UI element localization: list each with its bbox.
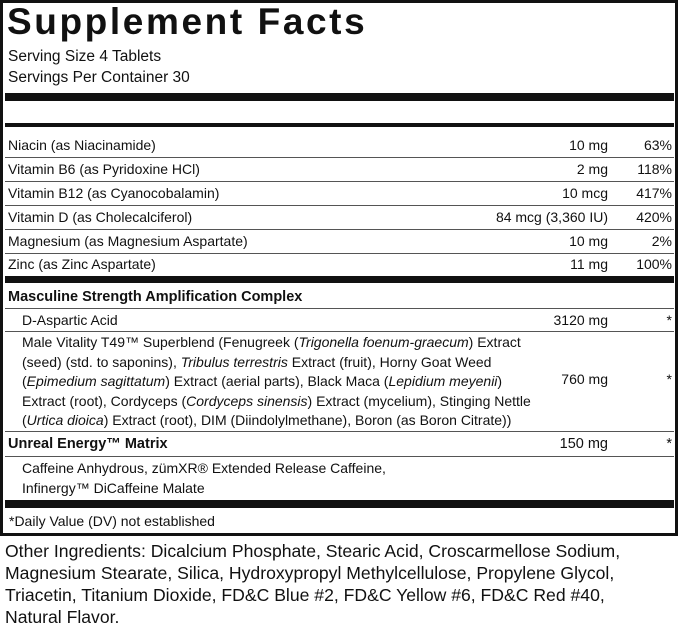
row-divider [5, 431, 674, 432]
footnote: *Daily Value (DV) not established [9, 513, 215, 529]
text-segment: ) Extract (aerial parts), Black Maca ( [165, 373, 389, 390]
other-ingredients: Other Ingredients: Dicalcium Phosphate, … [5, 541, 621, 627]
row-divider [5, 157, 674, 158]
nutrient-dv: 118% [637, 161, 672, 177]
nutrient-name: Vitamin D (as Cholecalciferol) [8, 209, 193, 225]
complex-header: Masculine Strength Amplification Complex [5, 286, 674, 308]
nutrient-amount: 10 mg [569, 137, 608, 153]
complex-name: Masculine Strength Amplification Complex [8, 289, 303, 305]
nutrient-name: Magnesium (as Magnesium Aspartate) [8, 233, 248, 249]
thick-divider [5, 500, 674, 508]
row-divider [5, 331, 674, 332]
text-segment: Extract (fruit), Horny Goat Weed [287, 353, 492, 370]
superblend-line: (seed) (std. to saponins), Tribulus terr… [22, 353, 531, 373]
matrix-row: Unreal Energy™ Matrix 150 mg * [5, 433, 674, 455]
thick-divider [5, 93, 674, 101]
botanical-name: Urtica dioica [26, 412, 104, 429]
supplement-facts-panel [0, 0, 678, 536]
text-segment: Extract (root), Cordyceps ( [22, 392, 187, 409]
row-divider [5, 253, 674, 254]
text-segment: ) Extract [468, 334, 521, 350]
matrix-line: Caffeine Anhydrous, zümXR® Extended Rele… [22, 460, 386, 476]
nutrient-dv: 100% [636, 256, 672, 272]
nutrient-amount: 2 mg [576, 161, 608, 177]
nutrient-row: D-Aspartic Acid 3120 mg * [5, 309, 674, 331]
row-divider [5, 205, 674, 206]
text-segment: (seed) (std. to saponins), [22, 353, 181, 370]
nutrient-amount: 10 mg [569, 233, 608, 249]
nutrient-amount: 3120 mg [553, 312, 608, 328]
text-segment: ( [22, 373, 27, 390]
nutrient-row: Niacin (as Niacinamide) 10 mg 63% [5, 134, 674, 156]
text-segment: ( [22, 412, 27, 429]
nutrient-dv: 417% [636, 185, 672, 201]
nutrient-dv: 420% [636, 209, 672, 225]
matrix-amount: 150 mg [559, 436, 608, 452]
nutrient-amount: 84 mcg (3,360 IU) [495, 209, 608, 225]
botanical-name: Epimedium sagittatum [26, 373, 166, 390]
nutrient-row: Vitamin D (as Cholecalciferol) 84 mcg (3,… [5, 206, 674, 228]
nutrient-dv: 2% [651, 233, 672, 249]
serving-size: Serving Size 4 Tablets [8, 48, 162, 65]
nutrient-row: Vitamin B6 (as Pyridoxine HCl) 2 mg 118% [5, 158, 674, 180]
row-divider [5, 308, 674, 309]
botanical-name: Tribulus terrestris [180, 353, 288, 370]
divider [5, 123, 674, 127]
nutrient-amount: 11 mg [570, 256, 608, 272]
row-divider [5, 229, 674, 230]
nutrient-amount: 10 mcg [562, 185, 608, 201]
botanical-name: Trigonella foenum-graecum [298, 334, 469, 350]
superblend-description: Male Vitality T49™ Superblend (Fenugreek… [22, 333, 531, 431]
nutrient-name: Zinc (as Zinc Aspartate) [8, 256, 156, 272]
nutrient-dv: 63% [643, 137, 672, 153]
botanical-name: Cordyceps sinensis [186, 392, 308, 409]
text-segment: ) [497, 373, 503, 390]
row-divider [5, 181, 674, 182]
text-segment: ) Extract (mycelium), Stinging Nettle [307, 392, 531, 409]
nutrient-row: Zinc (as Zinc Aspartate) 11 mg 100% [5, 253, 674, 275]
superblend-line: (Urtica dioica) Extract (root), DIM (Dii… [22, 411, 531, 431]
nutrient-row: Magnesium (as Magnesium Aspartate) 10 mg 2… [5, 230, 674, 252]
nutrient-row: Vitamin B12 (as Cyanocobalamin) 10 mcg 417… [5, 182, 674, 204]
superblend-line: Male Vitality T49™ Superblend (Fenugreek… [22, 333, 531, 353]
text-segment: ) Extract (root), DIM (Diindolylmethane)… [103, 412, 512, 429]
thick-divider [5, 276, 674, 283]
nutrient-dv: * [666, 312, 672, 328]
matrix-line: Infinergy™ DiCaffeine Malate [22, 480, 205, 496]
superblend-line: Extract (root), Cordyceps (Cordyceps sin… [22, 392, 531, 412]
matrix-ingredients: Caffeine Anhydrous, zümXR® Extended Rele… [22, 458, 386, 498]
superblend-dv: * [666, 371, 672, 387]
matrix-name: Unreal Energy™ Matrix [8, 436, 168, 452]
nutrient-name: Vitamin B6 (as Pyridoxine HCl) [8, 161, 200, 177]
servings-per-container: Servings Per Container 30 [8, 69, 190, 86]
superblend-amount: 760 mg [561, 371, 608, 387]
superblend-amount-row: 760 mg * [5, 368, 674, 390]
nutrient-name: D-Aspartic Acid [22, 312, 118, 328]
botanical-name: Lepidium meyenii [388, 373, 498, 390]
panel-title: Supplement Facts [7, 1, 368, 42]
nutrient-name: Vitamin B12 (as Cyanocobalamin) [8, 185, 220, 201]
text-segment: Male Vitality T49™ Superblend (Fenugreek… [22, 334, 299, 350]
matrix-dv: * [666, 436, 672, 452]
row-divider [5, 456, 674, 457]
superblend-line: (Epimedium sagittatum) Extract (aerial p… [22, 372, 531, 392]
nutrient-name: Niacin (as Niacinamide) [8, 137, 156, 153]
